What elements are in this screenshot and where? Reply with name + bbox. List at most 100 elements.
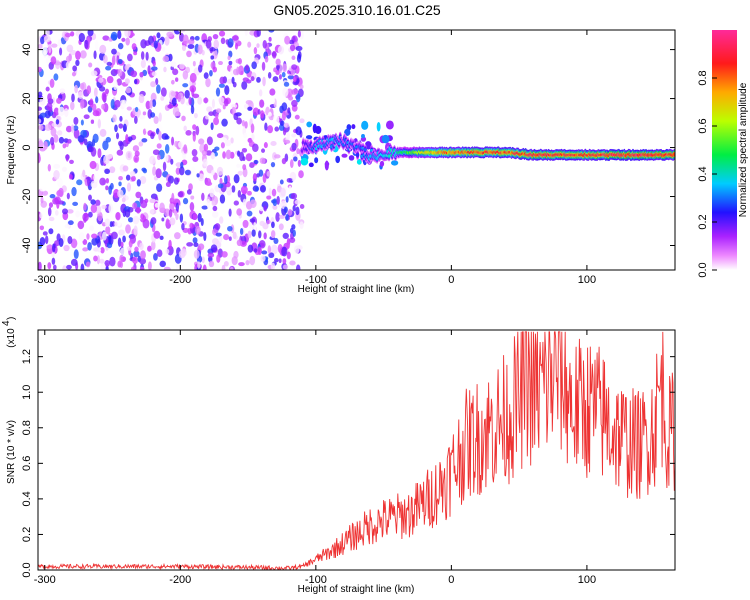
noise-speck xyxy=(268,187,272,198)
noise-speck xyxy=(144,198,149,203)
noise-speck xyxy=(56,130,63,136)
signal-cell xyxy=(363,148,367,152)
noise-speck xyxy=(68,173,73,180)
noise-speck xyxy=(170,91,177,97)
noise-speck xyxy=(133,250,140,258)
noise-speck xyxy=(134,246,139,253)
noise-speck xyxy=(247,106,253,111)
noise-speck xyxy=(106,75,114,84)
noise-speck xyxy=(73,249,79,260)
noise-speck xyxy=(247,230,252,239)
noise-speck xyxy=(245,153,253,162)
noise-speck xyxy=(183,125,187,132)
noise-speck xyxy=(292,205,296,212)
noise-speck xyxy=(53,134,59,143)
noise-speck xyxy=(57,39,62,47)
noise-speck xyxy=(260,255,266,262)
colorbar-tick-label: 0.2 xyxy=(697,214,709,229)
noise-speck xyxy=(98,77,104,83)
noise-speck xyxy=(270,230,276,238)
noise-speck xyxy=(129,170,136,177)
noise-speck xyxy=(196,173,200,178)
noise-speck xyxy=(38,66,42,73)
noise-speck xyxy=(175,111,181,116)
noise-speck xyxy=(102,140,109,151)
noise-speck xyxy=(50,127,57,137)
noise-speck xyxy=(124,209,131,218)
noise-speck xyxy=(231,185,236,193)
noise-speck xyxy=(284,35,291,45)
noise-speck xyxy=(182,83,189,88)
snr-y-ticks: 0.0 0.2 0.4 0.6 0.8 1.0 1.2 xyxy=(21,349,675,578)
noise-speck xyxy=(109,250,115,257)
noise-speck xyxy=(264,55,269,63)
noise-speck xyxy=(189,202,195,212)
noise-speck xyxy=(65,154,69,162)
transition-blob xyxy=(335,155,341,164)
noise-speck xyxy=(291,64,298,70)
noise-speck xyxy=(287,75,295,80)
noise-speck xyxy=(130,175,136,182)
noise-speck xyxy=(197,261,201,269)
noise-speck xyxy=(193,113,198,119)
noise-speck xyxy=(77,91,84,99)
noise-speck xyxy=(299,204,305,209)
noise-speck xyxy=(216,133,224,139)
noise-speck xyxy=(278,223,284,231)
noise-speck xyxy=(286,240,291,249)
noise-speck xyxy=(179,166,185,176)
chart-title: GN05.2025.310.16.01.C25 xyxy=(273,2,441,18)
colorbar-ticks: 0.0 0.2 0.4 0.6 0.8 xyxy=(697,70,717,278)
noise-speck xyxy=(138,93,145,104)
noise-speck xyxy=(272,198,278,207)
noise-speck xyxy=(114,99,121,108)
noise-speck xyxy=(89,98,94,108)
colorbar-tick-label: 0.4 xyxy=(697,166,709,181)
noise-speck xyxy=(181,223,185,231)
noise-speck xyxy=(280,120,285,126)
noise-speck xyxy=(297,30,301,38)
noise-speck xyxy=(213,39,220,50)
noise-speck xyxy=(236,208,243,216)
colorbar-tick-label: 0.0 xyxy=(697,262,709,277)
noise-speck xyxy=(152,149,160,156)
noise-speck xyxy=(289,159,294,169)
noise-speck xyxy=(110,99,115,110)
noise-speck xyxy=(219,76,225,85)
noise-speck xyxy=(97,118,101,129)
noise-speck xyxy=(82,247,89,252)
colorbar-tick-label: 0.8 xyxy=(697,70,709,85)
noise-speck xyxy=(283,206,288,213)
transition-blob xyxy=(351,124,356,130)
noise-speck xyxy=(70,238,78,249)
noise-speck xyxy=(269,88,276,96)
noise-speck xyxy=(205,115,209,120)
noise-speck xyxy=(136,179,141,187)
noise-speck xyxy=(198,243,205,251)
noise-speck xyxy=(38,106,43,111)
noise-speck xyxy=(101,92,107,102)
noise-speck xyxy=(203,72,209,79)
noise-speck xyxy=(285,213,289,222)
noise-speck xyxy=(236,124,243,130)
noise-speck xyxy=(139,242,144,251)
noise-speck xyxy=(182,70,189,80)
noise-speck xyxy=(156,143,162,149)
noise-speck xyxy=(295,93,301,103)
noise-speck xyxy=(174,140,178,147)
noise-speck xyxy=(294,114,300,120)
noise-speck xyxy=(66,44,74,53)
noise-speck xyxy=(55,59,61,70)
noise-speck xyxy=(70,31,75,37)
noise-speck xyxy=(47,207,52,217)
noise-speck xyxy=(206,198,211,209)
noise-speck xyxy=(257,140,263,147)
noise-speck xyxy=(186,242,194,247)
noise-speck xyxy=(62,265,67,270)
noise-speck xyxy=(150,81,156,88)
noise-speck xyxy=(187,39,195,45)
noise-speck xyxy=(121,37,126,42)
noise-speck xyxy=(67,235,73,245)
noise-speck xyxy=(236,239,243,247)
noise-speck xyxy=(93,50,97,60)
